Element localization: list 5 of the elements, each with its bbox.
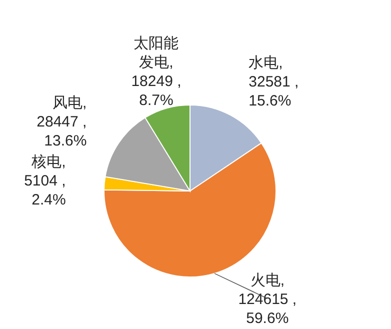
slice-label: 火电, 124615 , 59.6% xyxy=(238,272,297,327)
slice-label: 水电, 32581 , 15.6% xyxy=(248,54,299,110)
slice-label: 太阳能发电, 18249 , 8.7% xyxy=(131,34,182,109)
slice-label: 核电, 5104 , 2.4% xyxy=(24,153,66,208)
slice-label: 风电, 28447 , 13.6% xyxy=(36,94,87,150)
